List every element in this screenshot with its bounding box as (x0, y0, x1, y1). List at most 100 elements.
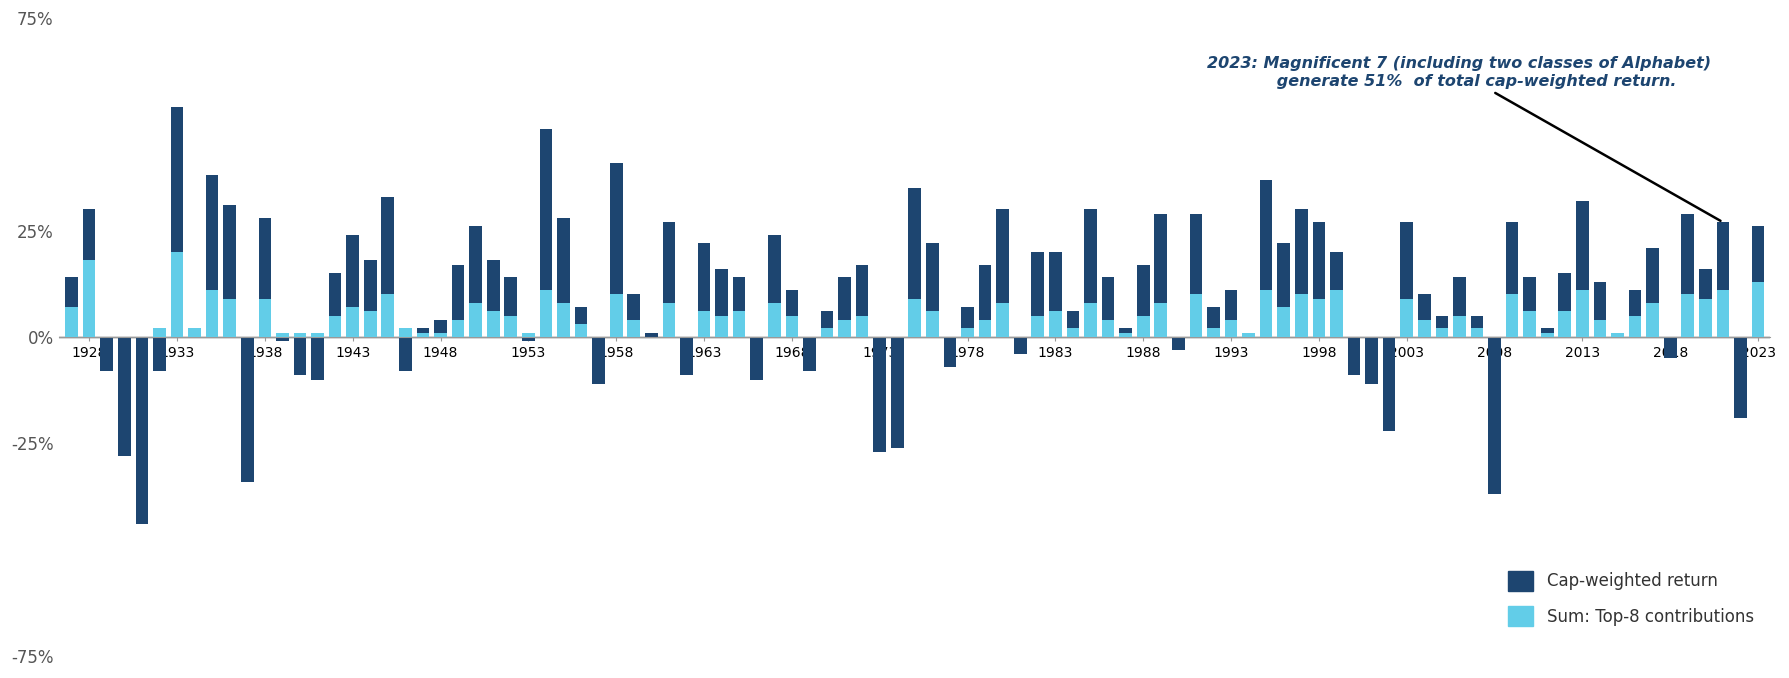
Bar (1313, 299, 1326, 337)
Bar (909, 299, 921, 337)
Bar (1524, 277, 1537, 337)
Bar (592, 337, 605, 384)
Bar (1066, 311, 1079, 337)
Bar (574, 324, 587, 337)
Bar (1259, 180, 1272, 337)
Bar (961, 329, 973, 337)
Bar (1401, 222, 1413, 337)
Bar (927, 311, 939, 337)
Bar (785, 316, 798, 337)
Bar (1506, 294, 1519, 337)
Bar (453, 320, 465, 337)
Bar (522, 337, 535, 341)
Bar (1453, 277, 1465, 337)
Bar (873, 337, 886, 452)
Bar (1700, 269, 1712, 337)
Bar (1154, 214, 1166, 337)
Bar (855, 316, 868, 337)
Bar (276, 337, 288, 341)
Bar (1435, 316, 1447, 337)
Bar (698, 311, 710, 337)
Bar (909, 188, 921, 337)
Bar (1032, 252, 1045, 337)
Bar (680, 337, 692, 375)
Bar (1682, 214, 1694, 337)
Bar (662, 303, 674, 337)
Bar (785, 290, 798, 337)
Bar (1401, 299, 1413, 337)
Bar (435, 320, 447, 337)
Bar (329, 273, 342, 337)
Bar (927, 243, 939, 337)
Bar (1664, 337, 1676, 358)
Bar (311, 337, 324, 380)
Bar (118, 337, 131, 456)
Bar (540, 290, 553, 337)
Bar (522, 333, 535, 337)
Legend: Cap-weighted return, Sum: Top-8 contributions: Cap-weighted return, Sum: Top-8 contribu… (1499, 563, 1762, 635)
Bar (1190, 214, 1202, 337)
Bar (628, 294, 640, 337)
Bar (1471, 316, 1483, 337)
Text: 2023: Magnificent 7 (including two classes of Alphabet)
      generate 51%  of t: 2023: Magnificent 7 (including two class… (1208, 56, 1721, 221)
Bar (1383, 337, 1395, 431)
Bar (733, 311, 746, 337)
Bar (540, 129, 553, 337)
Bar (417, 329, 429, 337)
Bar (1419, 294, 1431, 337)
Bar (1646, 303, 1658, 337)
Bar (1524, 311, 1537, 337)
Bar (767, 235, 780, 337)
Bar (206, 176, 218, 337)
Bar (82, 210, 95, 337)
Bar (1313, 222, 1326, 337)
Bar (1084, 303, 1097, 337)
Bar (1329, 290, 1344, 337)
Bar (1576, 201, 1589, 337)
Bar (803, 337, 816, 371)
Bar (1540, 333, 1553, 337)
Bar (1242, 333, 1254, 337)
Bar (698, 243, 710, 337)
Bar (381, 294, 394, 337)
Bar (1558, 311, 1571, 337)
Bar (363, 311, 376, 337)
Bar (1136, 316, 1150, 337)
Bar (1576, 290, 1589, 337)
Bar (170, 252, 182, 337)
Bar (469, 226, 481, 337)
Bar (311, 333, 324, 337)
Bar (961, 307, 973, 337)
Bar (1120, 329, 1132, 337)
Bar (1014, 337, 1027, 354)
Bar (1102, 320, 1115, 337)
Bar (1102, 277, 1115, 337)
Bar (1295, 210, 1308, 337)
Bar (1048, 311, 1061, 337)
Bar (1734, 337, 1746, 418)
Bar (64, 307, 79, 337)
Bar (381, 197, 394, 337)
Bar (767, 303, 780, 337)
Bar (1225, 320, 1238, 337)
Bar (821, 329, 834, 337)
Bar (1084, 210, 1097, 337)
Bar (1190, 294, 1202, 337)
Bar (1453, 316, 1465, 337)
Bar (206, 290, 218, 337)
Bar (646, 333, 658, 337)
Bar (855, 264, 868, 337)
Bar (943, 337, 957, 367)
Bar (610, 294, 623, 337)
Bar (1612, 333, 1624, 337)
Bar (417, 333, 429, 337)
Bar (1032, 316, 1045, 337)
Bar (154, 337, 166, 371)
Bar (1682, 294, 1694, 337)
Bar (1048, 252, 1061, 337)
Bar (1172, 337, 1184, 350)
Bar (839, 277, 852, 337)
Bar (1717, 222, 1730, 337)
Bar (839, 320, 852, 337)
Bar (1717, 290, 1730, 337)
